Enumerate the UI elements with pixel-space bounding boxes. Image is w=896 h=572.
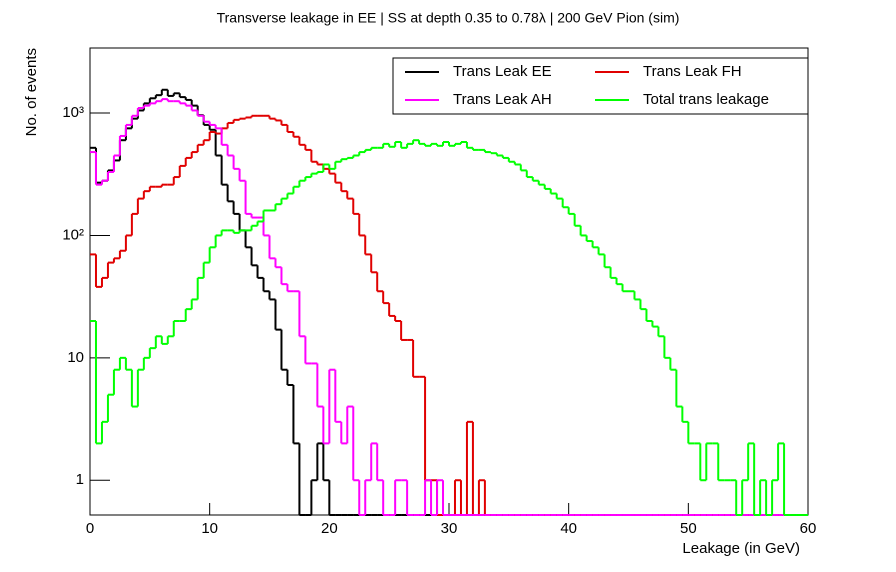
x-tick-label: 10: [201, 520, 218, 537]
histogram-series: [90, 139, 808, 516]
x-axis-label: Leakage (in GeV): [682, 540, 800, 557]
x-tick-label: 0: [86, 520, 94, 537]
histogram-series: [90, 98, 808, 516]
y-axis-label: No. of events: [23, 48, 40, 136]
x-tick-label: 20: [321, 520, 338, 537]
x-tick-label: 30: [441, 520, 458, 537]
x-tick-label: 40: [560, 520, 577, 537]
legend-label: Trans Leak EE: [453, 63, 552, 80]
legend: Trans Leak EE Trans Leak FH Trans Leak AH T…: [392, 57, 809, 115]
y-tick-label: 10²: [62, 226, 84, 243]
x-tick-label: 50: [680, 520, 697, 537]
chart-title: Transverse leakage in EE | SS at depth 0…: [217, 10, 680, 26]
legend-box: [392, 57, 809, 115]
legend-label: Total trans leakage: [643, 91, 769, 108]
legend-label: Trans Leak AH: [453, 91, 552, 108]
y-tick-label: 10³: [62, 104, 84, 121]
x-tick-label: 60: [800, 520, 817, 537]
legend-label: Trans Leak FH: [643, 63, 742, 80]
y-tick-label: 10: [67, 349, 84, 366]
y-tick-label: 1: [76, 471, 84, 488]
